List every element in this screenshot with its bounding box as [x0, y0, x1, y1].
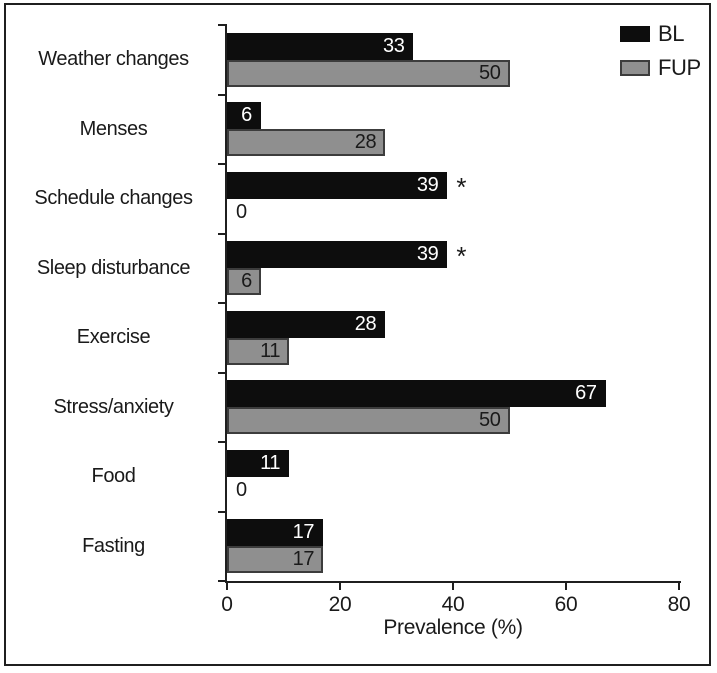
significance-asterisk: * [456, 171, 467, 202]
x-axis-tick [339, 581, 341, 590]
bar-value-label: 6 [241, 104, 252, 127]
legend-label-bl: BL [658, 21, 685, 46]
x-tick-label: 20 [328, 593, 352, 616]
bar-value-label: 39 [416, 173, 439, 196]
bar-value-label: 0 [236, 478, 247, 501]
category-label: Exercise [76, 326, 151, 349]
fup-bar [227, 268, 261, 296]
legend-label-fup: FUP [658, 55, 701, 80]
bar-value-label: 11 [260, 451, 281, 474]
x-tick-label: 40 [441, 593, 465, 616]
bl-bar [227, 310, 386, 338]
y-axis-tick [218, 441, 227, 443]
category-label: Sleep disturbance [36, 256, 191, 279]
x-tick-label: 80 [667, 593, 691, 616]
x-axis-tick [452, 581, 454, 590]
bar-value-label: 17 [292, 548, 315, 571]
bar-value-label: 28 [354, 312, 377, 335]
y-axis [225, 25, 227, 583]
fup-bar [227, 546, 324, 574]
category-label: Weather changes [38, 48, 189, 71]
category-label: Food [91, 465, 136, 488]
bar-value-label: 0 [236, 200, 247, 223]
bar-value-label: 50 [479, 409, 501, 432]
bar-value-label: 67 [575, 382, 597, 405]
bl-bar [227, 449, 290, 477]
category-label: Fasting [82, 534, 145, 557]
fup-bar [227, 337, 290, 365]
bl-bar [227, 32, 414, 60]
fup-bar [227, 129, 386, 157]
fup-bar [227, 59, 510, 87]
x-axis-title: Prevalence (%) [383, 616, 523, 639]
significance-asterisk: * [456, 241, 467, 272]
bl-bar [227, 380, 606, 408]
bar-value-label: 17 [292, 521, 315, 544]
category-label: Schedule changes [34, 187, 193, 210]
fup-bar [227, 407, 510, 435]
category-label: Menses [79, 117, 148, 140]
bl-bar [227, 171, 448, 199]
x-axis-tick [565, 581, 567, 590]
bar-value-label: 6 [241, 270, 252, 293]
bl-bar [227, 102, 261, 130]
bl-bar [227, 519, 324, 547]
legend-item-bl: BL [620, 21, 701, 46]
y-axis-tick [218, 163, 227, 165]
legend: BL FUP [620, 21, 701, 93]
bl-bar [227, 241, 448, 269]
x-axis-tick [226, 581, 228, 590]
category-label: Stress/anxiety [53, 395, 174, 418]
legend-swatch-bl [620, 26, 650, 42]
y-axis-tick [218, 580, 227, 582]
legend-item-fup: FUP [620, 55, 701, 80]
x-tick-label: 60 [554, 593, 578, 616]
x-tick-label: 0 [221, 593, 233, 616]
bar-value-label: 50 [479, 61, 501, 84]
bar-value-label: 28 [354, 131, 377, 154]
y-axis-tick [218, 93, 227, 96]
x-axis-tick [678, 581, 680, 590]
y-axis-tick [218, 24, 227, 26]
y-axis-tick [218, 302, 227, 304]
y-axis-tick [218, 371, 227, 374]
legend-swatch-fup [620, 60, 650, 76]
figure-frame [4, 3, 711, 666]
bar-value-label: 11 [260, 339, 281, 362]
bar-value-label: 33 [382, 34, 405, 57]
y-axis-tick [218, 232, 227, 235]
bar-value-label: 39 [416, 243, 439, 266]
y-axis-tick [218, 510, 227, 513]
